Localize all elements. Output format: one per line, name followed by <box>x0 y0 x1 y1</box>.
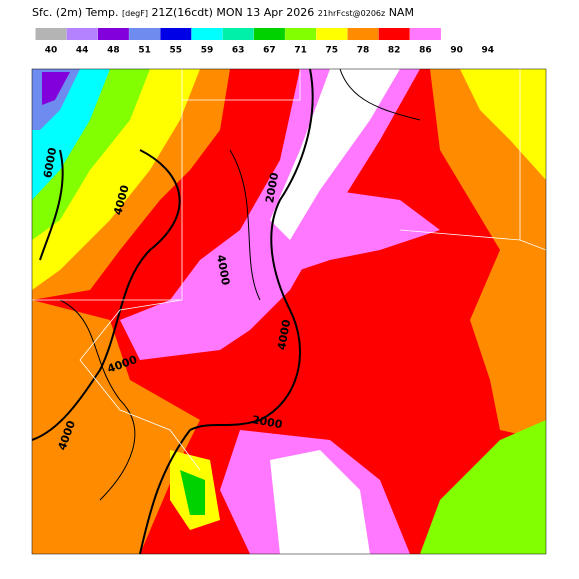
legend-swatch <box>222 28 254 40</box>
legend-swatch <box>129 28 161 40</box>
contour-label: 6000 <box>41 146 59 179</box>
boundaries <box>32 69 546 471</box>
legend-swatch <box>285 28 317 40</box>
legend-swatch <box>316 28 348 40</box>
legend-label: 48 <box>107 46 120 56</box>
contour-label: 4000 <box>214 254 232 287</box>
title-part: Sfc. (2m) Temp. <box>32 6 119 19</box>
color-legend: 40 44 48 51 55 59 63 67 71 75 78 82 86 90 94 <box>35 28 495 56</box>
legend-swatch <box>409 28 441 40</box>
legend-swatch <box>347 28 379 40</box>
legend-label: 51 <box>138 46 151 56</box>
title-part: [degF] <box>122 9 148 18</box>
temperature-field <box>32 69 546 554</box>
legend-label: 75 <box>326 46 339 56</box>
legend-swatch <box>97 28 129 40</box>
legend-label: 55 <box>170 46 183 56</box>
title-part: NAM <box>389 6 414 19</box>
map-frame <box>31 68 547 555</box>
contour-label: 2000 <box>251 413 284 431</box>
contour-label: 4000 <box>275 318 293 351</box>
title-part: 21Z(16cdt) <box>151 6 212 19</box>
legend-swatch <box>191 28 223 40</box>
legend-swatch <box>378 28 410 40</box>
legend-label: 63 <box>232 46 245 56</box>
legend-label: 94 <box>482 46 495 56</box>
legend-label: 67 <box>263 46 276 56</box>
legend-swatch <box>35 28 67 40</box>
legend-swatch <box>441 28 473 40</box>
legend-label: 82 <box>388 46 401 56</box>
legend-label: 86 <box>419 46 432 56</box>
legend-label: 90 <box>450 46 463 56</box>
legend-label: 78 <box>357 46 370 56</box>
title-part: 21hrFcst@0206z <box>318 9 385 18</box>
legend-swatch <box>253 28 285 40</box>
legend-swatch <box>160 28 192 40</box>
legend-label: 59 <box>201 46 214 56</box>
legend-label: 40 <box>45 46 58 56</box>
legend-swatch <box>66 28 98 40</box>
map-title: Sfc. (2m) Temp. [degF] 21Z(16cdt) MON 13… <box>32 6 414 19</box>
contours <box>32 69 421 554</box>
legend-label: 44 <box>76 46 89 56</box>
legend-label: 71 <box>294 46 307 56</box>
title-part: MON 13 Apr 2026 <box>216 6 314 19</box>
contour-label: 2000 <box>263 171 281 204</box>
